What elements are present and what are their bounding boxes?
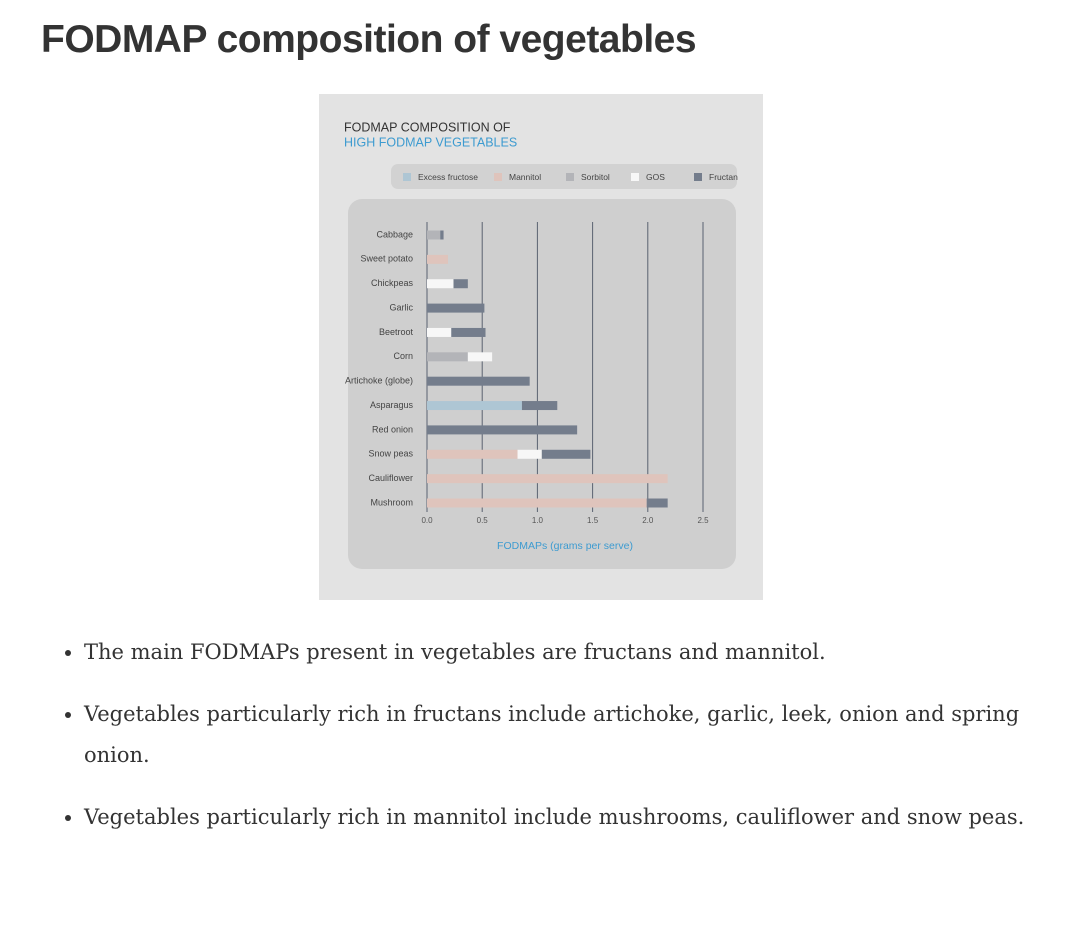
x-axis-label: FODMAPs (grams per serve) — [497, 540, 633, 552]
chart-title: FODMAP COMPOSITION OF — [344, 120, 511, 134]
y-tick-label: Cauliflower — [368, 473, 413, 483]
legend-swatch — [403, 173, 411, 181]
bar-segment — [521, 401, 558, 411]
bar-segment — [517, 449, 542, 459]
legend-label: GOS — [646, 172, 665, 182]
bullet: Vegetables particularly rich in fructans… — [84, 694, 1044, 776]
chart-subtitle: HIGH FODMAP VEGETABLES — [344, 135, 517, 149]
legend-swatch — [631, 173, 639, 181]
bar-segment — [427, 376, 530, 386]
legend-label: Mannitol — [509, 172, 541, 182]
y-tick-label: Corn — [393, 351, 413, 361]
x-tick-label: 2.5 — [697, 516, 709, 525]
bar-segment — [646, 498, 668, 508]
bar-segment — [427, 303, 485, 313]
bullet: The main FODMAPs present in vegetables a… — [84, 632, 1044, 673]
x-tick-label: 1.0 — [532, 516, 544, 525]
y-tick-label: Cabbage — [376, 229, 413, 239]
bar-segment — [427, 401, 522, 411]
bar-segment — [427, 230, 441, 240]
bar-segment — [427, 352, 468, 362]
bar-segment — [453, 279, 468, 289]
chart: FODMAP COMPOSITION OF HIGH FODMAP VEGETA… — [319, 94, 763, 600]
heading: FODMAP composition of vegetables — [41, 18, 697, 61]
legend-swatch — [494, 173, 502, 181]
x-tick-label: 0.5 — [477, 516, 489, 525]
y-tick-label: Beetroot — [379, 327, 414, 337]
x-tick-label: 1.5 — [587, 516, 599, 525]
bar-segment — [427, 425, 578, 435]
legend-swatch — [566, 173, 574, 181]
legend-label: Sorbitol — [581, 172, 610, 182]
y-tick-label: Asparagus — [370, 400, 414, 410]
y-tick-label: Mushroom — [370, 497, 413, 507]
bar-segment — [467, 352, 493, 362]
x-tick-label: 2.0 — [642, 516, 654, 525]
legend-swatch — [694, 173, 702, 181]
bar-segment — [440, 230, 444, 240]
bar-segment — [541, 449, 591, 459]
bar-segment — [427, 327, 452, 337]
legend-label: Fructan — [709, 172, 738, 182]
bar-segment — [427, 279, 454, 289]
bar-segment — [451, 327, 486, 337]
x-tick-label: 0.0 — [421, 516, 433, 525]
bar-segment — [427, 254, 448, 264]
y-tick-label: Garlic — [389, 302, 413, 312]
legend-label: Excess fructose — [418, 172, 478, 182]
legend-box — [391, 164, 737, 189]
y-tick-label: Snow peas — [368, 449, 413, 459]
bullet: Vegetables particularly rich in mannitol… — [84, 797, 1044, 838]
bar-segment — [427, 449, 518, 459]
bullet-list: The main FODMAPs present in vegetables a… — [62, 632, 1044, 859]
y-tick-label: Chickpeas — [371, 278, 414, 288]
bar-segment — [427, 474, 668, 484]
y-tick-label: Red onion — [372, 424, 413, 434]
y-tick-label: Sweet potato — [360, 254, 413, 264]
y-tick-label: Artichoke (globe) — [345, 376, 413, 386]
bar-segment — [427, 498, 647, 508]
